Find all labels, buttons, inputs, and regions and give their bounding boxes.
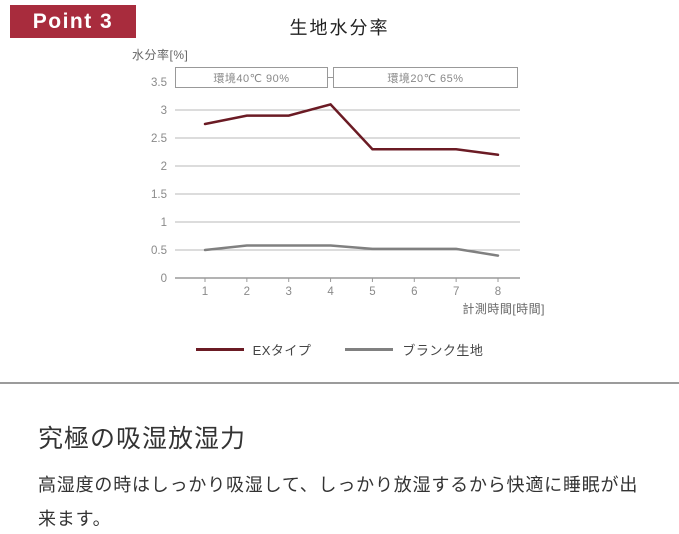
x-tick-label: 2: [244, 286, 250, 298]
x-tick-label: 1: [202, 286, 208, 298]
series-line-1: [203, 244, 500, 257]
annotation-box-20c-label: 環境20℃ 65%: [387, 72, 464, 85]
y-tick-label: 3: [161, 105, 167, 117]
y-tick-label: 2: [161, 161, 167, 173]
legend-item-1: ブランク生地: [345, 340, 483, 359]
section-heading: 究極の吸湿放湿力: [38, 425, 247, 453]
annotation-box-20c: 環境20℃ 65%: [333, 67, 518, 88]
legend-item-0: EXタイプ: [195, 340, 312, 359]
y-tick-label: 2.5: [151, 133, 167, 145]
x-axis-caption: 計測時間[時間]: [462, 302, 545, 316]
annotation-box-40c-label: 環境40℃ 90%: [213, 72, 290, 85]
y-axis-caption: 水分率[%]: [132, 48, 189, 62]
legend-label: ブランク生地: [402, 343, 484, 358]
point-badge-label: Point 3: [32, 9, 114, 33]
chart-title: 生地水分率: [289, 18, 390, 38]
x-tick-label: 4: [327, 286, 334, 298]
y-tick-label: 0: [161, 273, 167, 285]
y-tick-label: 1: [161, 217, 167, 229]
legend-line-swatch: [345, 348, 394, 351]
series-line-0: [203, 102, 500, 157]
chart-legend: EXタイプ ブランク生地: [0, 340, 679, 359]
section-divider: [0, 382, 679, 384]
section-body-text: 高湿度の時はしっかり吸湿して、しっかり放湿するから快適に睡眠が出来ます。: [38, 475, 639, 529]
x-tick-label: 7: [453, 286, 459, 298]
x-tick-label: 5: [369, 286, 375, 298]
x-tick-label: 6: [411, 286, 417, 298]
x-tick-label: 8: [495, 286, 501, 298]
point-badge: Point 3: [10, 5, 136, 38]
legend-line-swatch: [195, 348, 244, 351]
annotation-connector-line: [328, 77, 333, 78]
x-tick-label: 3: [286, 286, 292, 298]
y-tick-label: 1.5: [151, 189, 167, 201]
legend-label: EXタイプ: [252, 343, 312, 358]
y-tick-label: 3.5: [151, 77, 167, 89]
y-tick-label: 0.5: [151, 245, 167, 257]
annotation-box-40c: 環境40℃ 90%: [175, 67, 328, 88]
